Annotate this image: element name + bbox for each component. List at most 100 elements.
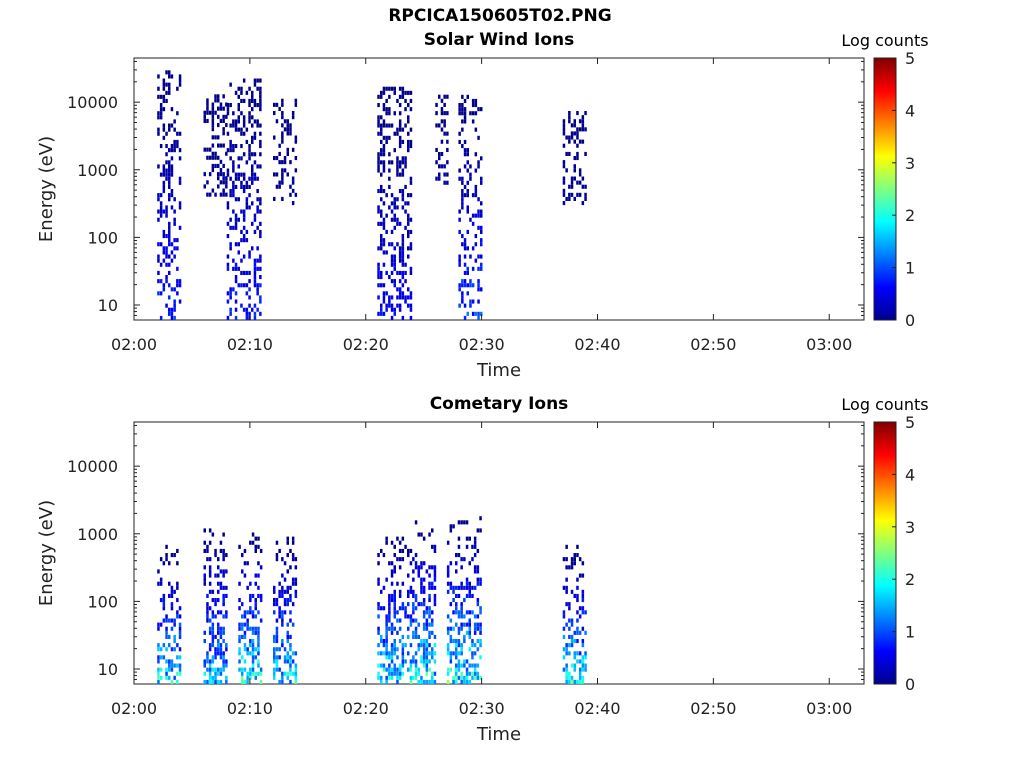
spectrogram-cell-6 [446, 589, 450, 594]
spectrogram-cell-4 [382, 123, 386, 128]
spectrogram-cell-6 [466, 189, 469, 194]
spectrogram-cell-5 [443, 94, 446, 99]
spectrogram-cell-1 [211, 106, 215, 111]
spectrogram-cell-3 [281, 643, 284, 648]
spectrogram-cell-0 [168, 172, 171, 177]
spectrogram-cell-2 [232, 119, 235, 124]
spectrogram-cell-0 [170, 172, 174, 177]
spectrogram-cell-2 [240, 131, 243, 136]
spectrogram-cell-2 [251, 115, 254, 120]
spectrogram-cell-0 [159, 213, 163, 218]
spectrogram-cell-4 [385, 651, 388, 656]
spectrogram-cell-2 [240, 86, 243, 91]
spectrogram-cell-6 [458, 229, 461, 234]
spectrogram-cell-4 [382, 639, 386, 644]
spectrogram-cell-6 [480, 180, 483, 185]
spectrogram-cell-4 [380, 589, 383, 594]
spectrogram-cell-1 [214, 98, 217, 103]
spectrogram-cell-4 [398, 279, 402, 284]
spectrogram-cell-0 [159, 107, 163, 112]
spectrogram-cell-6 [480, 311, 483, 316]
spectrogram-cell-6 [471, 544, 474, 549]
spectrogram-cell-4 [407, 573, 410, 578]
spectrogram-cell-4 [404, 643, 407, 648]
spectrogram-cell-0 [157, 655, 160, 660]
spectrogram-cell-5 [420, 532, 423, 537]
spectrogram-cell-4 [404, 262, 407, 267]
spectrogram-cell-2 [259, 94, 262, 99]
spectrogram-cell-1 [206, 548, 209, 553]
spectrogram-cell-4 [380, 189, 383, 194]
spectrogram-cell-1 [222, 593, 225, 598]
spectrogram-cell-1 [211, 589, 215, 594]
spectrogram-cell-2 [242, 225, 246, 230]
spectrogram-cell-2 [238, 639, 241, 644]
spectrogram-cell-0 [178, 667, 182, 672]
spectrogram-cell-0 [168, 295, 171, 300]
spectrogram-cell-6 [457, 593, 461, 598]
spectrogram-cell-0 [176, 283, 179, 288]
spectrogram-cell-6 [449, 639, 453, 644]
spectrogram-cell-6 [471, 593, 474, 598]
spectrogram-cell-6 [452, 679, 455, 684]
spectrogram-cell-4 [382, 90, 386, 95]
spectrogram-cell-4 [380, 197, 383, 202]
spectrogram-cell-6 [477, 266, 480, 271]
spectrogram-cell-3 [286, 151, 289, 156]
spectrogram-cell-2 [226, 234, 230, 239]
spectrogram-cell-6 [455, 561, 458, 566]
spectrogram-cell-2 [248, 270, 251, 275]
spectrogram-cell-3 [291, 111, 295, 116]
spectrogram-cell-2 [246, 647, 249, 652]
spectrogram-cell-7 [581, 606, 585, 611]
spectrogram-cell-0 [173, 622, 176, 627]
spectrogram-cell-4 [390, 659, 394, 664]
spectrogram-cell-4 [407, 229, 410, 234]
spectrogram-cell-4 [377, 94, 380, 99]
spectrogram-cell-4 [380, 123, 383, 128]
spectrogram-cell-0 [165, 659, 168, 664]
spectrogram-cell-4 [390, 626, 394, 631]
spectrogram-cell-6 [460, 679, 463, 684]
spectrogram-cell-2 [248, 119, 251, 124]
spectrogram-cell-6 [460, 663, 463, 668]
spectrogram-cell-7 [578, 127, 582, 132]
spectrogram-cell-6 [476, 639, 480, 644]
spectrogram-cell-7 [568, 115, 571, 120]
spectrogram-cell-2 [259, 593, 263, 598]
spectrogram-cell-4 [396, 98, 399, 103]
spectrogram-cell-2 [251, 123, 254, 128]
spectrogram-cell-4 [409, 589, 413, 594]
spectrogram-cell-4 [377, 164, 380, 169]
spectrogram-cell-0 [170, 307, 174, 312]
spectrogram-cell-1 [211, 168, 215, 173]
spectrogram-cell-5 [417, 602, 420, 607]
spectrogram-cell-6 [461, 180, 464, 185]
spectrogram-cell-6 [465, 577, 469, 582]
spectrogram-cell-1 [214, 614, 217, 619]
spectrogram-cell-1 [206, 606, 209, 611]
spectrogram-cell-1 [208, 192, 212, 197]
spectrogram-cell-4 [393, 606, 396, 611]
spectrogram-cell-4 [409, 303, 413, 308]
spectrogram-cell-7 [568, 643, 571, 648]
spectrogram-cell-1 [214, 675, 217, 680]
spectrogram-cell-1 [211, 659, 215, 664]
spectrogram-cell-7 [576, 659, 579, 664]
spectrogram-cell-2 [256, 209, 259, 214]
spectrogram-cell-4 [377, 606, 380, 611]
spectrogram-cell-6 [479, 577, 482, 582]
spectrogram-cell-4 [393, 111, 396, 116]
spectrogram-cell-6 [452, 524, 455, 529]
x-tick-label: 02:00 [111, 699, 157, 718]
spectrogram-cell-2 [234, 90, 238, 95]
spectrogram-cell-6 [476, 548, 480, 553]
spectrogram-cell-3 [291, 671, 295, 676]
spectrogram-cell-0 [178, 622, 182, 627]
spectrogram-cell-3 [275, 618, 279, 623]
spectrogram-cell-6 [476, 602, 480, 607]
spectrogram-cell-2 [259, 86, 262, 91]
spectrogram-cell-5 [414, 651, 418, 656]
spectrogram-cell-1 [222, 655, 225, 660]
y-tick-label: 1000 [77, 161, 118, 180]
